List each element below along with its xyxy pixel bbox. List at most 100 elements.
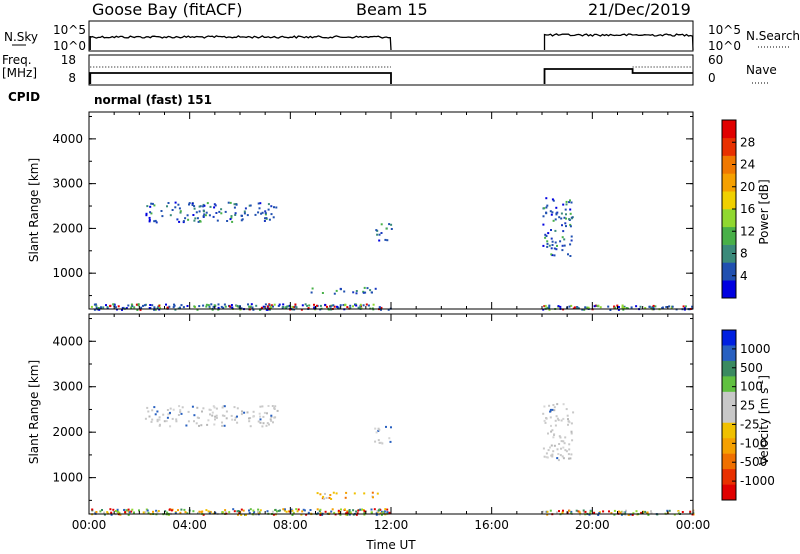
echo-cell xyxy=(550,430,553,433)
echo-cell xyxy=(240,513,243,516)
echo-cell xyxy=(144,511,147,514)
echo-cell xyxy=(355,510,358,513)
echo-cell xyxy=(598,512,601,515)
colorbar-segment xyxy=(722,484,736,501)
echo-cell xyxy=(187,218,190,221)
echo-cell xyxy=(157,305,160,308)
echo-cell xyxy=(553,247,556,250)
echo-cell xyxy=(329,305,332,308)
echo-cell xyxy=(319,304,322,307)
echo-cell xyxy=(597,514,600,516)
echo-cell xyxy=(562,440,565,443)
echo-cell xyxy=(150,212,153,215)
echo-cell xyxy=(377,429,380,432)
echo-cell xyxy=(554,241,557,244)
echo-cell xyxy=(151,202,154,205)
echo-cell xyxy=(689,512,692,515)
colorbar-segment xyxy=(722,330,736,346)
echo-cell xyxy=(211,414,214,417)
echo-cell xyxy=(153,204,156,207)
echo-cell xyxy=(282,306,285,308)
echo-cell xyxy=(565,200,568,203)
echo-cell xyxy=(221,424,224,427)
echo-cell xyxy=(344,496,347,499)
echo-cell xyxy=(274,405,277,408)
echo-cell xyxy=(549,509,552,512)
echo-cell xyxy=(145,212,148,215)
echo-cell xyxy=(545,206,548,209)
velocity-colorbar-label-main: Velocity [m s xyxy=(757,388,771,465)
echo-cell xyxy=(372,303,375,306)
echo-cell xyxy=(632,512,635,515)
echo-cell xyxy=(202,205,205,208)
echo-cell xyxy=(335,492,338,495)
echo-cell xyxy=(376,233,379,236)
echo-cell xyxy=(544,233,547,236)
echo-cell xyxy=(283,508,286,511)
echo-cell xyxy=(146,205,149,208)
y-tick-label: 2000 xyxy=(52,221,83,235)
echo-cell xyxy=(257,508,260,511)
echo-cell xyxy=(122,306,125,309)
echo-cell xyxy=(565,225,567,228)
echo-cell xyxy=(124,511,127,514)
x-tick-label: 00:00 xyxy=(676,518,711,532)
echo-cell xyxy=(197,220,200,223)
date-title: 21/Dec/2019 xyxy=(588,0,691,19)
echo-cell xyxy=(385,425,387,428)
echo-cell xyxy=(550,237,553,240)
colorbar-tick-label: -25 xyxy=(740,417,760,431)
echo-cell xyxy=(563,216,566,219)
x-tick-label: 16:00 xyxy=(474,518,509,532)
echo-cell xyxy=(106,307,109,310)
echo-cell xyxy=(579,513,581,516)
echo-cell xyxy=(328,496,331,499)
echo-cell xyxy=(148,220,151,223)
echo-cell xyxy=(162,413,165,416)
freq-label-line2: [MHz] xyxy=(2,66,37,80)
echo-cell xyxy=(156,410,159,413)
echo-cell xyxy=(378,441,381,444)
echo-cell xyxy=(644,510,647,513)
echo-cell xyxy=(166,511,169,514)
echo-cell xyxy=(548,308,551,311)
echo-cell xyxy=(556,211,559,214)
echo-cell xyxy=(647,513,650,516)
echo-cell xyxy=(390,426,392,429)
echo-cell xyxy=(552,436,555,439)
echo-cell xyxy=(186,305,189,307)
echo-cell xyxy=(567,420,570,423)
echo-cell xyxy=(248,305,251,308)
echo-cell xyxy=(236,305,239,307)
echo-cell xyxy=(333,305,336,308)
echo-cell xyxy=(564,222,567,225)
echo-cell xyxy=(372,496,374,499)
echo-cell xyxy=(542,510,545,513)
echo-cell xyxy=(376,510,379,512)
echo-cell xyxy=(550,424,552,427)
echo-cell xyxy=(220,212,223,215)
echo-cell xyxy=(271,510,274,513)
echo-cell xyxy=(192,214,195,216)
echo-cell xyxy=(288,304,291,307)
echo-cell xyxy=(549,446,551,449)
echo-cell xyxy=(575,307,578,310)
colorbar-segment xyxy=(722,469,736,485)
echo-cell xyxy=(545,212,548,215)
echo-cell xyxy=(213,406,216,409)
echo-cell xyxy=(542,215,545,218)
echo-cell xyxy=(137,303,140,306)
echo-cell xyxy=(235,304,238,307)
nsky-right-tick-bottom: 10^0 xyxy=(708,39,741,53)
echo-cell xyxy=(648,305,651,308)
echo-cell xyxy=(670,307,673,310)
echo-cell xyxy=(260,306,263,309)
echo-cell xyxy=(212,305,215,308)
echo-cell xyxy=(197,417,200,419)
echo-cell xyxy=(258,412,261,415)
echo-cell xyxy=(250,303,253,306)
echo-cell xyxy=(378,239,381,242)
echo-cell xyxy=(125,307,128,310)
echo-cell xyxy=(374,287,377,290)
echo-cell xyxy=(308,304,311,307)
